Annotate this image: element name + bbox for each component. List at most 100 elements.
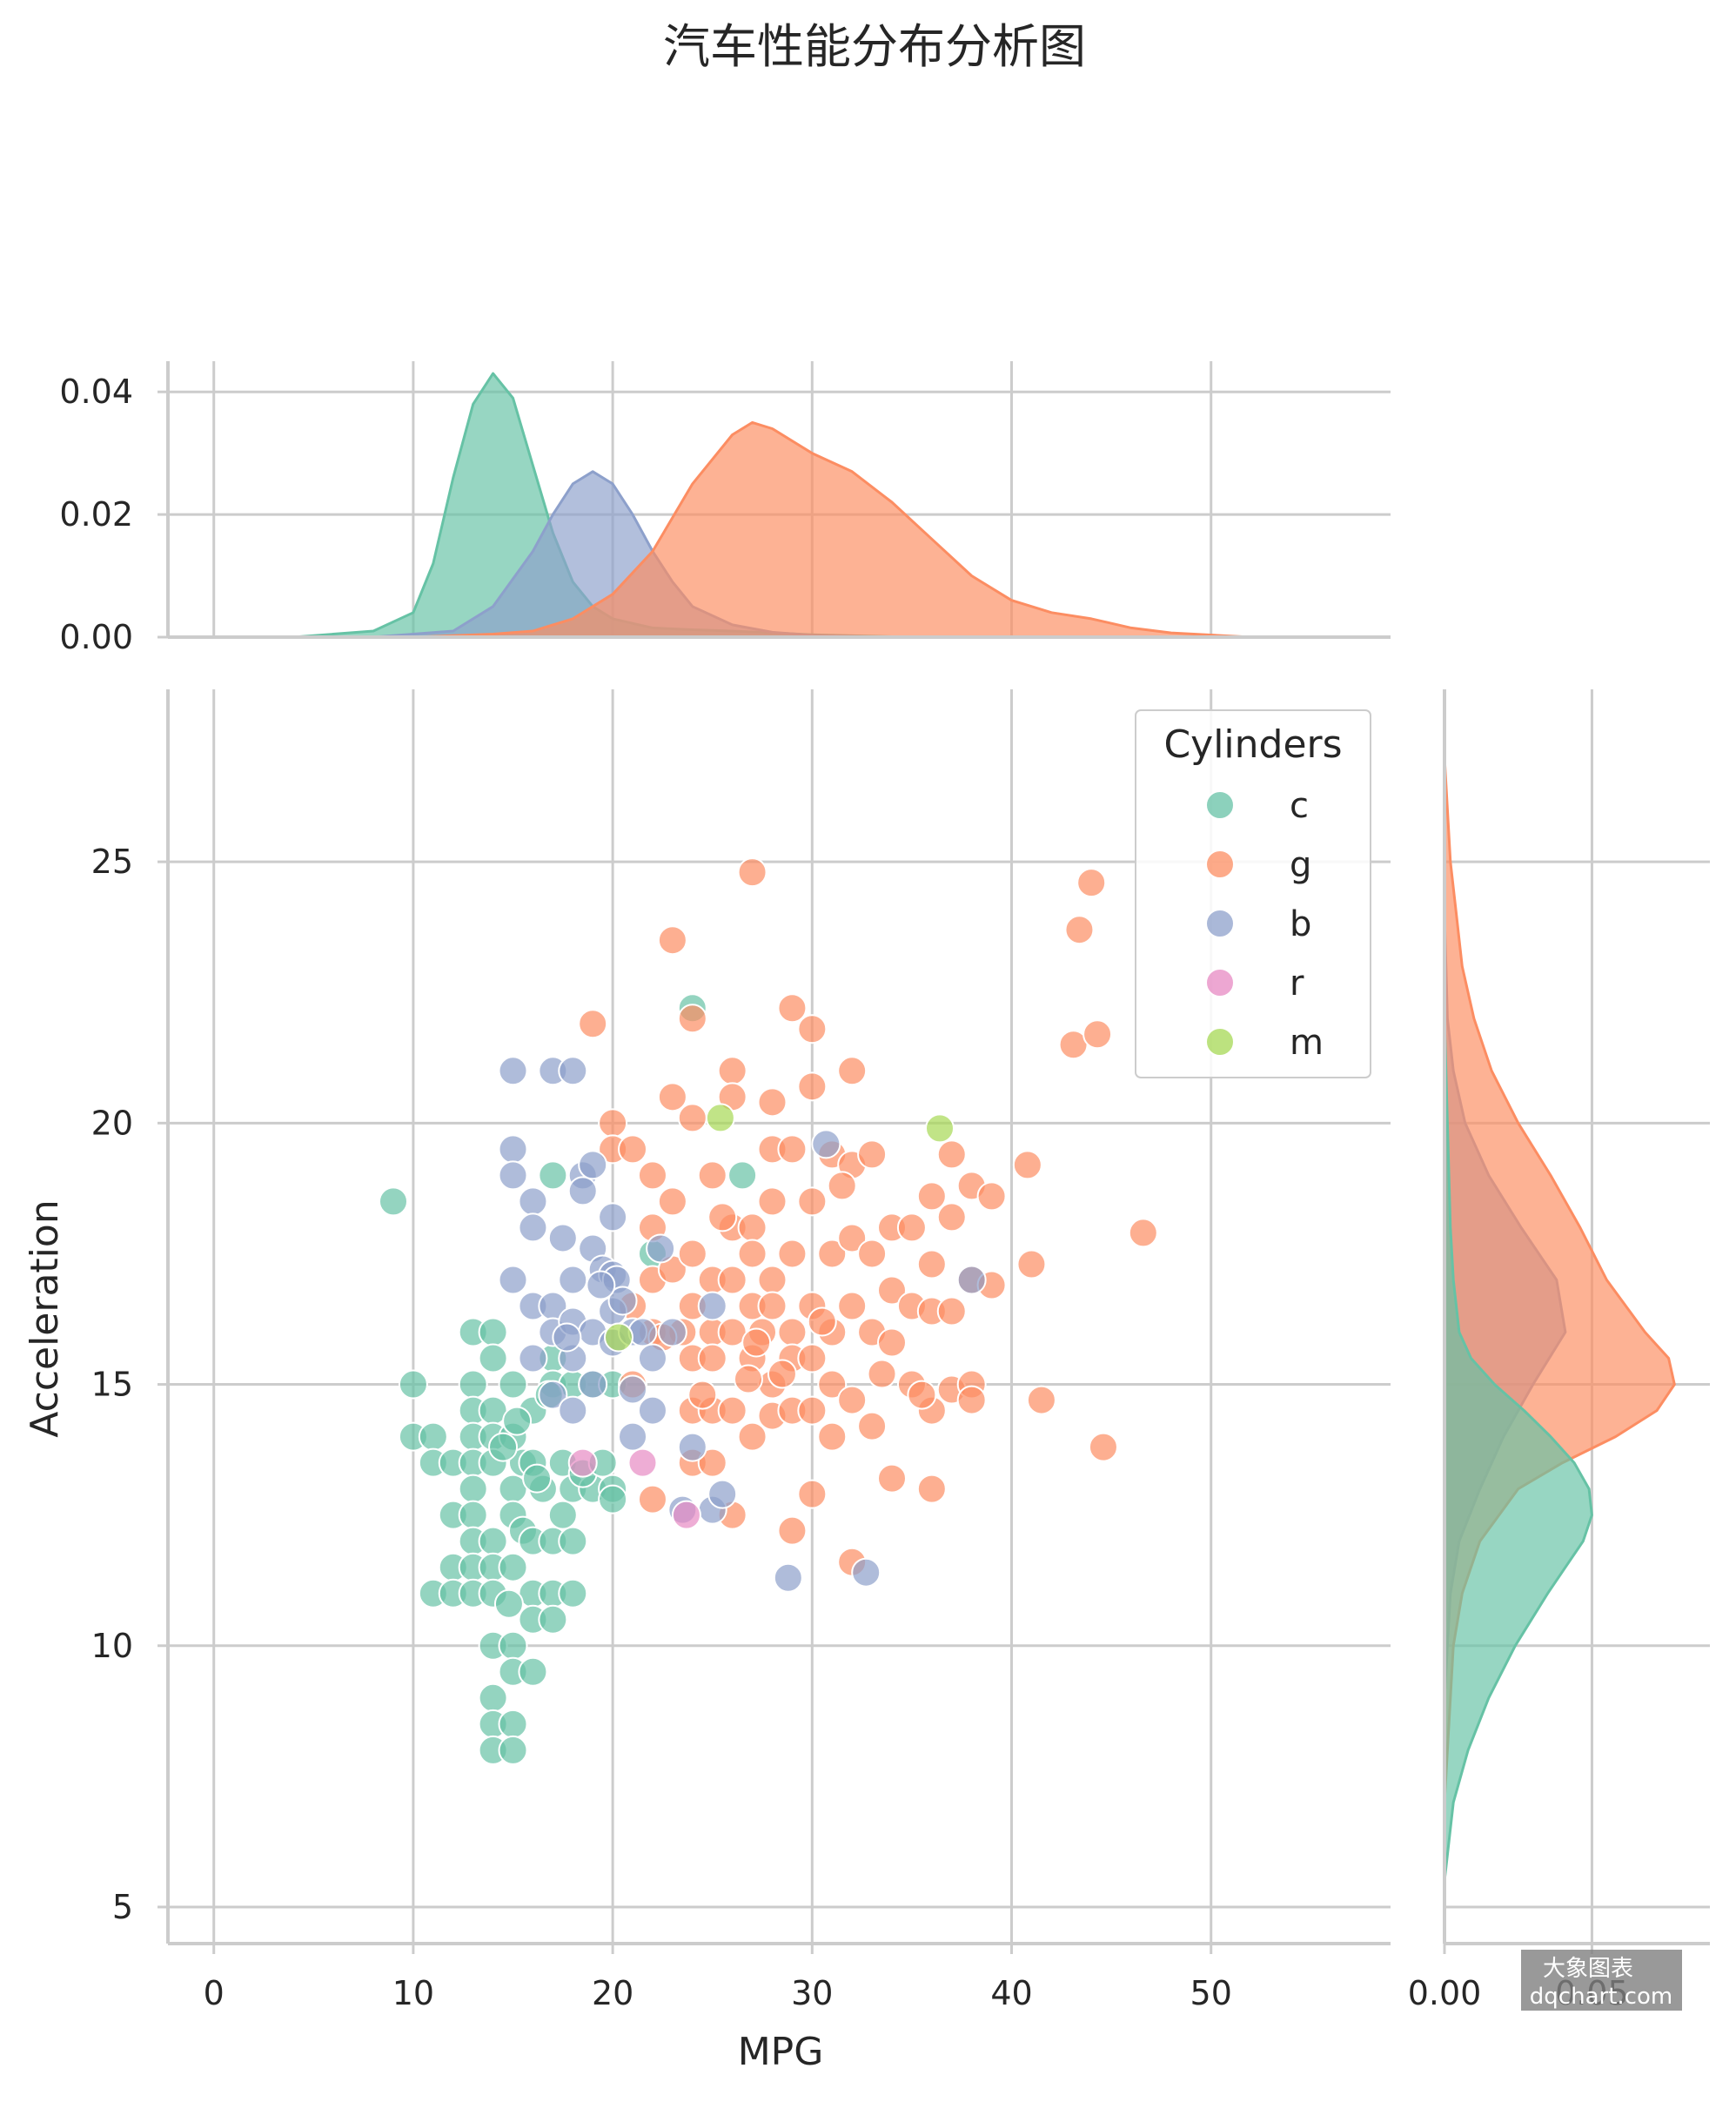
scatter-point: [522, 1463, 553, 1494]
y-tick-label: 10: [91, 1627, 133, 1665]
scatter-point: [757, 1087, 788, 1118]
scatter-point: [498, 1056, 528, 1086]
scatter-point: [518, 1343, 548, 1373]
scatter-point: [567, 1447, 598, 1478]
scatter-point: [607, 1286, 638, 1316]
scatter-point: [837, 1056, 868, 1086]
scatter-point: [811, 1129, 841, 1159]
scatter-point: [907, 1380, 937, 1410]
scatter-point: [727, 1160, 758, 1191]
scatter-point: [458, 1474, 488, 1504]
scatter-point: [618, 1134, 648, 1165]
scatter-point: [578, 1150, 608, 1180]
right-density-c: [1443, 1017, 1593, 1883]
scatter-point: [603, 1322, 633, 1353]
right-marginal-density: 0.000.05: [1408, 689, 1710, 2012]
scatter-point: [1012, 1150, 1042, 1180]
x-axis-label: MPG: [738, 2030, 824, 2074]
x-tick-label: 40: [990, 1974, 1032, 2012]
legend-label-c: c: [1290, 786, 1309, 826]
scatter-point: [677, 1432, 707, 1462]
scatter-point: [558, 1265, 588, 1295]
scatter-point: [458, 1500, 488, 1530]
watermark-title: 大象图表: [1543, 1956, 1633, 1982]
legend-marker-c: [1205, 790, 1235, 820]
scatter-point: [797, 1395, 828, 1426]
scatter-point: [488, 1432, 519, 1462]
main-scatter-plot: 0 10 20 30 40 50 5 10 15 20 25: [91, 689, 1391, 2012]
legend-label-r: r: [1290, 964, 1304, 1004]
scatter-point: [757, 1186, 788, 1217]
scatter-point: [707, 1479, 738, 1509]
scatter-point: [618, 1374, 648, 1405]
scatter-point: [478, 1526, 508, 1556]
scatter-point: [558, 1056, 588, 1086]
scatter-point: [773, 1562, 803, 1593]
scatter-point: [458, 1369, 488, 1400]
scatter-point: [733, 1364, 763, 1394]
series-r: [567, 1447, 701, 1530]
scatter-point: [677, 1004, 707, 1034]
scatter-point: [705, 1103, 735, 1133]
series-g: [578, 857, 1158, 1577]
scatter-point: [418, 1421, 448, 1452]
scatter-point: [757, 1291, 788, 1321]
scatter-point: [737, 1212, 767, 1243]
scatter-point: [618, 1421, 648, 1452]
watermark-url: dqchart.com: [1530, 1984, 1672, 2010]
scatter-point: [478, 1343, 508, 1373]
scatter-point: [697, 1343, 727, 1373]
scatter-point: [498, 1552, 528, 1582]
y-tick-label: 20: [91, 1104, 133, 1142]
scatter-point: [1088, 1432, 1118, 1462]
scatter-point: [547, 1500, 578, 1530]
scatter-point: [498, 1630, 528, 1661]
scatter-point: [547, 1223, 578, 1253]
scatter-point: [646, 1233, 676, 1264]
scatter-point: [637, 1343, 667, 1373]
scatter-point: [598, 1484, 628, 1514]
scatter-point: [956, 1385, 987, 1415]
scatter-point: [797, 1186, 828, 1217]
scatter-point: [797, 1014, 828, 1044]
legend-box: [1135, 709, 1371, 1078]
scatter-point: [817, 1239, 848, 1269]
scatter-point: [586, 1270, 616, 1300]
legend-marker-b: [1205, 909, 1235, 938]
scatter-point: [1082, 1019, 1113, 1050]
scatter-point: [498, 1369, 528, 1400]
scatter-point: [478, 1682, 508, 1713]
chart-title: 汽车性能分布分析图: [663, 19, 1086, 74]
scatter-point: [627, 1447, 658, 1478]
right-x-tick-label: 0.00: [1408, 1974, 1482, 2012]
legend-title: Cylinders: [1163, 722, 1342, 767]
scatter-point: [657, 1317, 687, 1347]
scatter-point: [916, 1249, 947, 1279]
series-m: [603, 1103, 955, 1353]
scatter-point: [558, 1395, 588, 1426]
scatter-point: [671, 1500, 701, 1530]
series-b: [498, 1056, 987, 1593]
scatter-point: [558, 1526, 588, 1556]
scatter-point: [867, 1359, 897, 1389]
scatter-point: [837, 1385, 868, 1415]
scatter-point: [578, 1009, 608, 1039]
scatter-point: [1026, 1385, 1056, 1415]
scatter-point: [637, 1160, 667, 1191]
scatter-point: [498, 1134, 528, 1165]
scatter-point: [657, 1186, 687, 1217]
scatter-point: [493, 1588, 524, 1619]
y-tick-label: 15: [91, 1366, 133, 1404]
scatter-point: [707, 1202, 738, 1232]
scatter-point: [936, 1202, 967, 1232]
x-tick-label: 0: [204, 1974, 225, 2012]
scatter-point: [478, 1317, 508, 1347]
scatter-point: [936, 1139, 967, 1170]
scatter-point: [697, 1447, 727, 1478]
scatter-point: [558, 1578, 588, 1608]
scatter-point: [518, 1186, 548, 1217]
scatter-point: [552, 1322, 582, 1353]
